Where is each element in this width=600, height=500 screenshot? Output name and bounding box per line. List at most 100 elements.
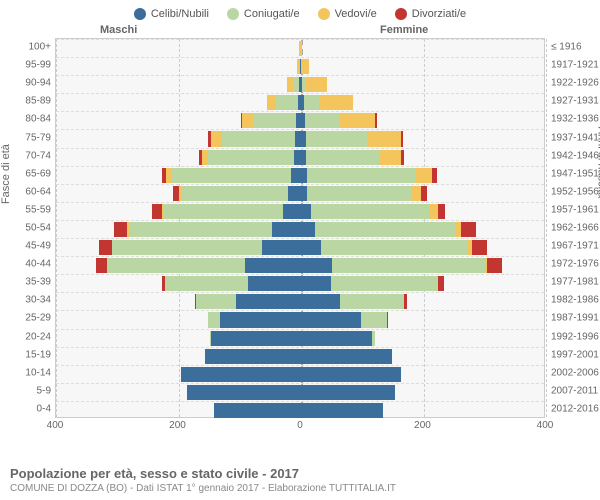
bar-segment-divorced <box>375 113 376 128</box>
bar-segment-divorced <box>387 312 388 327</box>
bar-segment-married <box>304 95 319 110</box>
age-label: 50-54 <box>25 223 51 234</box>
age-label: 65-69 <box>25 168 51 179</box>
bar-segment-divorced <box>487 258 502 273</box>
bar-male <box>96 258 300 273</box>
bar-segment-married <box>361 312 387 327</box>
year-label: 2007-2011 <box>551 385 598 396</box>
chart-row <box>56 57 544 75</box>
bar-male <box>173 186 300 201</box>
age-label: 90-94 <box>25 78 51 89</box>
bar-segment-single <box>300 168 307 183</box>
bar-segment-single <box>248 276 300 291</box>
bar-segment-widowed <box>211 131 222 146</box>
bar-segment-single <box>300 349 392 364</box>
bar-segment-divorced <box>461 222 476 237</box>
year-label: 1952-1956 <box>551 186 599 197</box>
bar-segment-married <box>107 258 245 273</box>
bar-female <box>300 186 427 201</box>
bar-segment-single <box>288 186 300 201</box>
bar-male <box>181 367 300 382</box>
legend-label: Celibi/Nubili <box>151 8 209 20</box>
bar-segment-divorced <box>99 240 112 255</box>
bar-segment-married <box>307 186 411 201</box>
chart-row <box>56 329 544 347</box>
bar-segment-single <box>300 312 361 327</box>
bar-segment-married <box>315 222 456 237</box>
chart-row <box>56 256 544 274</box>
bar-female <box>300 113 377 128</box>
bar-male <box>162 276 300 291</box>
footer-subtitle: COMUNE DI DOZZA (BO) - Dati ISTAT 1° gen… <box>10 483 396 494</box>
bar-female <box>300 95 353 110</box>
legend: Celibi/NubiliConiugati/eVedovi/eDivorzia… <box>0 0 600 24</box>
bar-male <box>241 113 300 128</box>
bar-male <box>99 240 301 255</box>
age-label: 100+ <box>28 42 51 53</box>
year-label: 1977-1981 <box>551 277 599 288</box>
bar-segment-single <box>300 204 311 219</box>
age-label: 20-24 <box>25 331 51 342</box>
bar-segment-widowed <box>367 131 401 146</box>
bar-segment-married <box>208 150 294 165</box>
chart-row <box>56 129 544 147</box>
bar-male <box>195 294 300 309</box>
bar-female <box>300 204 445 219</box>
bar-segment-widowed <box>319 95 353 110</box>
bar-segment-single <box>262 240 300 255</box>
footer-title: Popolazione per età, sesso e stato civil… <box>10 466 396 481</box>
bar-female <box>300 222 476 237</box>
pyramid-chart: Fasce di età Anni di nascita 100+95-9990… <box>0 38 600 438</box>
bar-segment-single <box>300 222 315 237</box>
legend-swatch <box>227 8 239 20</box>
y-axis-right: ≤ 19161917-19211922-19261927-19311932-19… <box>547 38 600 418</box>
bar-segment-divorced <box>162 276 165 291</box>
age-label: 60-64 <box>25 186 51 197</box>
age-label: 80-84 <box>25 114 51 125</box>
bar-segment-widowed <box>297 59 299 74</box>
age-label: 25-29 <box>25 313 51 324</box>
bar-segment-divorced <box>199 150 202 165</box>
legend-item: Celibi/Nubili <box>134 8 209 20</box>
bar-segment-married <box>276 95 297 110</box>
plot-area <box>55 38 545 418</box>
bar-segment-divorced <box>96 258 107 273</box>
bar-segment-married <box>253 113 296 128</box>
bar-female <box>300 367 401 382</box>
legend-item: Vedovi/e <box>318 8 377 20</box>
bar-segment-divorced <box>472 240 487 255</box>
bar-segment-divorced <box>438 204 445 219</box>
bar-female <box>300 77 327 92</box>
bar-segment-married <box>112 240 262 255</box>
bar-segment-married <box>208 312 220 327</box>
bar-segment-single <box>283 204 300 219</box>
chart-row <box>56 401 544 419</box>
bar-segment-divorced <box>401 150 404 165</box>
chart-row <box>56 220 544 238</box>
bar-segment-widowed <box>300 41 302 56</box>
bar-female <box>300 385 395 400</box>
bar-female <box>300 150 404 165</box>
chart-row <box>56 148 544 166</box>
bar-segment-divorced <box>162 168 167 183</box>
bar-segment-widowed <box>127 222 128 237</box>
bar-segment-widowed <box>380 150 401 165</box>
bar-male <box>152 204 300 219</box>
bar-female <box>300 258 502 273</box>
year-label: 1967-1971 <box>551 241 599 252</box>
bar-segment-divorced <box>208 131 211 146</box>
chart-row <box>56 310 544 328</box>
bar-segment-divorced <box>173 186 179 201</box>
bar-segment-divorced <box>195 294 196 309</box>
chart-row <box>56 383 544 401</box>
bar-segment-single <box>272 222 300 237</box>
bar-segment-single <box>300 385 395 400</box>
year-label: 1957-1961 <box>551 204 599 215</box>
bar-segment-single <box>300 276 331 291</box>
chart-row <box>56 166 544 184</box>
age-label: 55-59 <box>25 204 51 215</box>
bar-segment-married <box>311 204 430 219</box>
bar-segment-divorced <box>404 294 407 309</box>
bar-segment-married <box>129 222 273 237</box>
bar-segment-widowed <box>267 95 276 110</box>
